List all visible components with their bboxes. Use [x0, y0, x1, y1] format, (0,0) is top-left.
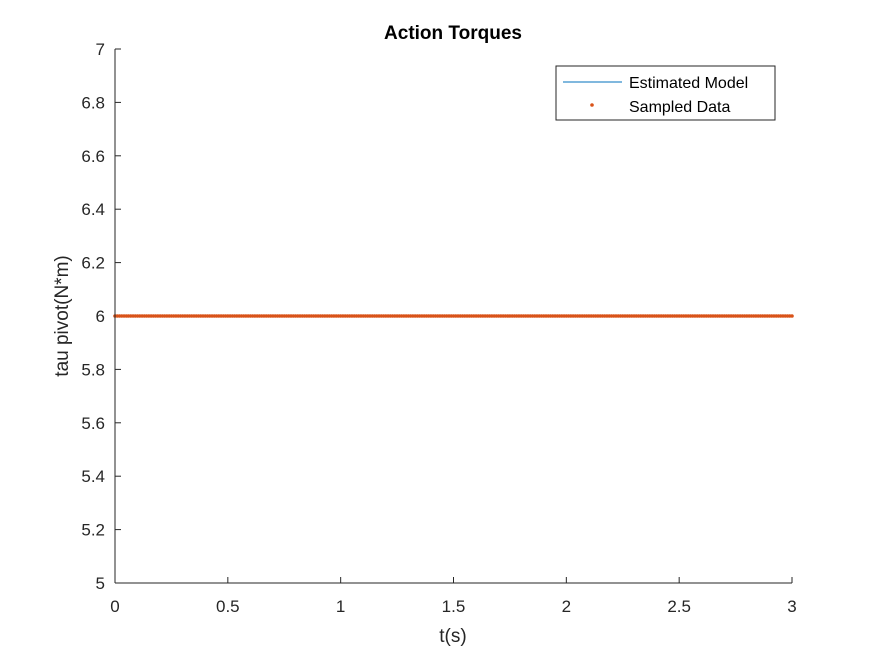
y-tick-label: 5.4 — [81, 467, 105, 486]
x-tick-label: 2.5 — [667, 597, 691, 616]
legend-marker-swatch — [590, 103, 594, 107]
y-tick-label: 6.8 — [81, 93, 105, 112]
x-tick-label: 2 — [562, 597, 571, 616]
legend: Estimated Model Sampled Data — [555, 65, 776, 121]
y-tick-label: 5 — [96, 574, 105, 593]
x-tick-label: 3 — [787, 597, 796, 616]
x-ticks: 0 0.5 1 1.5 2 2.5 3 — [110, 577, 797, 616]
y-tick-label: 6 — [96, 307, 105, 326]
legend-box — [555, 65, 776, 121]
y-tick-label: 5.8 — [81, 360, 105, 379]
y-tick-label: 5.2 — [81, 521, 105, 540]
y-tick-label: 6.4 — [81, 200, 105, 219]
axis-lines — [114, 49, 792, 584]
y-tick-label: 5.6 — [81, 414, 105, 433]
series-markers-sampled-data — [113, 314, 794, 318]
legend-label-sampled-data: Sampled Data — [629, 99, 730, 116]
y-tick-label: 6.2 — [81, 254, 105, 273]
x-tick-label: 0 — [110, 597, 119, 616]
y-axis-label: tau pivot(N*m) — [52, 255, 73, 376]
x-tick-label: 0.5 — [216, 597, 240, 616]
legend-label-estimated-model: Estimated Model — [629, 75, 748, 92]
data-point — [790, 314, 794, 318]
x-axis-label: t(s) — [439, 626, 466, 647]
y-tick-label: 7 — [96, 40, 105, 59]
chart-title: Action Torques — [384, 23, 522, 44]
y-tick-label: 6.6 — [81, 147, 105, 166]
y-ticks: 5 5.2 5.4 5.6 5.8 6 6.2 6.4 6.6 6.8 7 — [81, 40, 121, 593]
x-tick-label: 1 — [336, 597, 345, 616]
plot-area — [113, 314, 794, 318]
x-tick-label: 1.5 — [442, 597, 466, 616]
